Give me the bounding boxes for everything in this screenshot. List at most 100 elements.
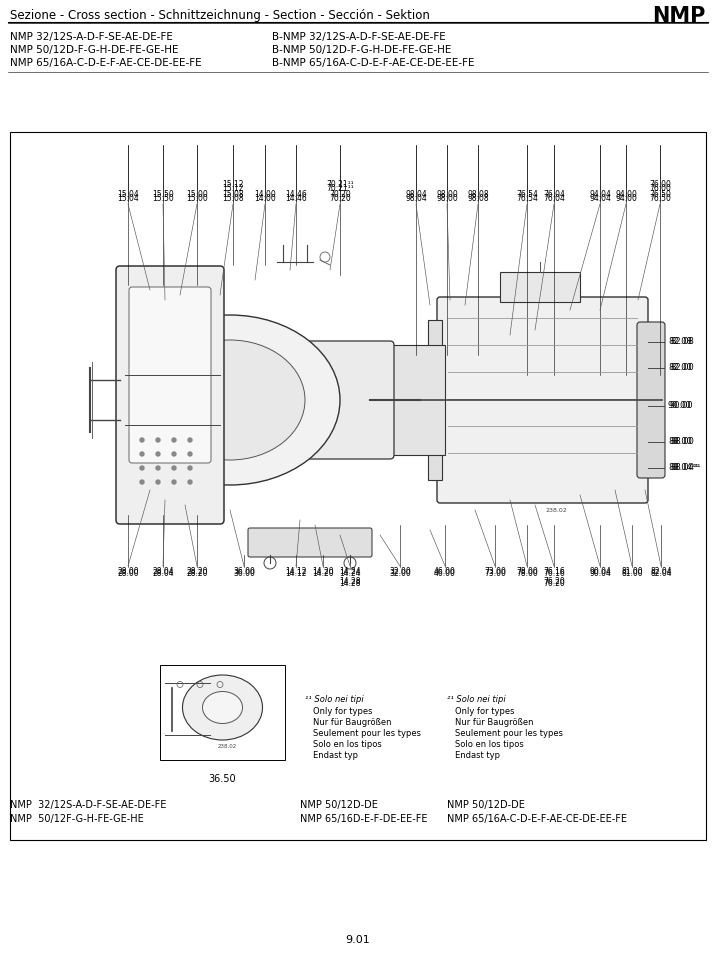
- Text: 78.00: 78.00: [516, 569, 538, 578]
- Text: 36.50: 36.50: [208, 774, 236, 784]
- Text: NMP 65/16A-C-D-E-F-AE-CE-DE-EE-FE: NMP 65/16A-C-D-E-F-AE-CE-DE-EE-FE: [10, 58, 202, 68]
- Text: 28.04: 28.04: [153, 567, 174, 576]
- Text: Endast typ: Endast typ: [313, 751, 358, 760]
- Text: 98.08: 98.08: [467, 194, 489, 203]
- Text: 76.16
76.20: 76.16 76.20: [543, 567, 565, 587]
- Text: Solo en los tipos: Solo en los tipos: [313, 740, 382, 749]
- Text: 46.00: 46.00: [434, 567, 456, 576]
- Text: 15.12
15.08: 15.12 15.08: [222, 180, 244, 199]
- Circle shape: [140, 466, 144, 470]
- Text: 90.04: 90.04: [589, 569, 611, 578]
- Text: 238.02: 238.02: [218, 744, 237, 749]
- Circle shape: [172, 452, 176, 456]
- Text: NMP 50/12D-DE: NMP 50/12D-DE: [300, 800, 378, 810]
- Text: 94.00: 94.00: [615, 190, 637, 199]
- Text: 28.04: 28.04: [153, 569, 174, 578]
- Text: Endast typ: Endast typ: [455, 751, 500, 760]
- Text: 76.54: 76.54: [516, 194, 538, 203]
- Text: NMP  50/12F-G-H-FE-GE-HE: NMP 50/12F-G-H-FE-GE-HE: [10, 814, 144, 824]
- Text: 15.12
15.08: 15.12 15.08: [222, 184, 244, 203]
- Text: 88.04²¹: 88.04²¹: [668, 463, 699, 473]
- Text: ²¹ Solo nei tipi: ²¹ Solo nei tipi: [447, 695, 505, 704]
- Text: 14.46: 14.46: [285, 194, 307, 203]
- Text: Only for types: Only for types: [313, 707, 372, 716]
- Text: 88.00: 88.00: [668, 437, 692, 447]
- Text: 88.04²¹: 88.04²¹: [670, 463, 700, 473]
- Text: 78.00: 78.00: [516, 567, 538, 576]
- FancyBboxPatch shape: [306, 341, 394, 459]
- Bar: [390, 345, 445, 455]
- Text: 14.24
14.28: 14.24 14.28: [339, 569, 361, 589]
- Text: 15.00: 15.00: [186, 190, 208, 199]
- Text: 14.00: 14.00: [254, 190, 276, 199]
- Text: B-NMP 65/16A-C-D-E-F-AE-CE-DE-EE-FE: B-NMP 65/16A-C-D-E-F-AE-CE-DE-EE-FE: [272, 58, 475, 68]
- Text: 76.00
76.50: 76.00 76.50: [649, 180, 671, 199]
- Text: 81.00: 81.00: [621, 569, 643, 578]
- Ellipse shape: [203, 692, 243, 723]
- Text: 76.00
76.50: 76.00 76.50: [649, 184, 671, 203]
- Text: 9.01: 9.01: [346, 935, 370, 945]
- Text: Solo en los tipos: Solo en los tipos: [455, 740, 523, 749]
- FancyBboxPatch shape: [116, 266, 224, 524]
- Text: NMP 65/16D-E-F-DE-EE-FE: NMP 65/16D-E-F-DE-EE-FE: [300, 814, 427, 824]
- Text: 15.00: 15.00: [186, 194, 208, 203]
- Circle shape: [156, 452, 160, 456]
- FancyBboxPatch shape: [637, 322, 665, 478]
- Text: Only for types: Only for types: [455, 707, 515, 716]
- Text: 15.04: 15.04: [117, 190, 139, 199]
- Circle shape: [156, 438, 160, 442]
- Text: 82.04: 82.04: [650, 567, 672, 576]
- Text: 46.00: 46.00: [434, 569, 456, 578]
- FancyBboxPatch shape: [248, 528, 372, 557]
- Text: 94.00: 94.00: [615, 194, 637, 203]
- Text: 98.04: 98.04: [405, 190, 427, 199]
- Circle shape: [172, 466, 176, 470]
- Text: 238.02: 238.02: [545, 508, 567, 513]
- Text: 82.00: 82.00: [670, 364, 694, 372]
- Text: 81.00: 81.00: [621, 567, 643, 576]
- FancyBboxPatch shape: [437, 297, 648, 503]
- Text: 82.04: 82.04: [650, 569, 672, 578]
- Text: Seulement pour les types: Seulement pour les types: [455, 729, 563, 738]
- Text: Seulement pour les types: Seulement pour les types: [313, 729, 421, 738]
- Text: 14.46: 14.46: [285, 190, 307, 199]
- Circle shape: [172, 438, 176, 442]
- Text: 90.04: 90.04: [589, 567, 611, 576]
- Text: Sezione - Cross section - Schnittzeichnung - Section - Sección - Sektion: Sezione - Cross section - Schnittzeichnu…: [10, 10, 430, 23]
- Circle shape: [140, 452, 144, 456]
- Circle shape: [188, 452, 192, 456]
- Ellipse shape: [155, 340, 305, 460]
- Text: 98.08: 98.08: [467, 190, 489, 199]
- Bar: [500, 272, 580, 302]
- Text: 76.16
76.20: 76.16 76.20: [543, 569, 565, 589]
- Text: 82.08: 82.08: [670, 338, 694, 346]
- Text: 36.00: 36.00: [233, 567, 255, 576]
- Ellipse shape: [183, 675, 263, 740]
- Text: 28.20: 28.20: [186, 567, 208, 576]
- Circle shape: [156, 480, 160, 484]
- Circle shape: [188, 480, 192, 484]
- Text: 32.00: 32.00: [389, 569, 411, 578]
- Circle shape: [188, 466, 192, 470]
- Circle shape: [140, 438, 144, 442]
- Text: 28.00: 28.00: [117, 567, 139, 576]
- Text: 73.00: 73.00: [484, 569, 506, 578]
- Text: 90.00: 90.00: [670, 402, 694, 411]
- Text: 70.21¹¹
70.20: 70.21¹¹ 70.20: [326, 180, 354, 199]
- Text: 14.20: 14.20: [312, 567, 334, 576]
- Bar: [160, 665, 285, 760]
- Text: 32.00: 32.00: [389, 567, 411, 576]
- Text: B-NMP 50/12D-F-G-H-DE-FE-GE-HE: B-NMP 50/12D-F-G-H-DE-FE-GE-HE: [272, 45, 452, 55]
- Text: NMP 65/16A-C-D-E-F-AE-CE-DE-EE-FE: NMP 65/16A-C-D-E-F-AE-CE-DE-EE-FE: [447, 814, 627, 824]
- Text: 76.54: 76.54: [516, 190, 538, 199]
- Text: 82.08: 82.08: [668, 338, 692, 346]
- Text: 94.04: 94.04: [589, 194, 611, 203]
- Text: 90.00: 90.00: [668, 402, 692, 411]
- Text: 15.50: 15.50: [152, 190, 174, 199]
- Text: 73.00: 73.00: [484, 567, 506, 576]
- Text: 76.04: 76.04: [543, 194, 565, 203]
- Text: NMP 32/12S-A-D-F-SE-AE-DE-FE: NMP 32/12S-A-D-F-SE-AE-DE-FE: [10, 32, 173, 42]
- Circle shape: [156, 466, 160, 470]
- Text: 94.04: 94.04: [589, 190, 611, 199]
- Text: 14.12: 14.12: [285, 567, 306, 576]
